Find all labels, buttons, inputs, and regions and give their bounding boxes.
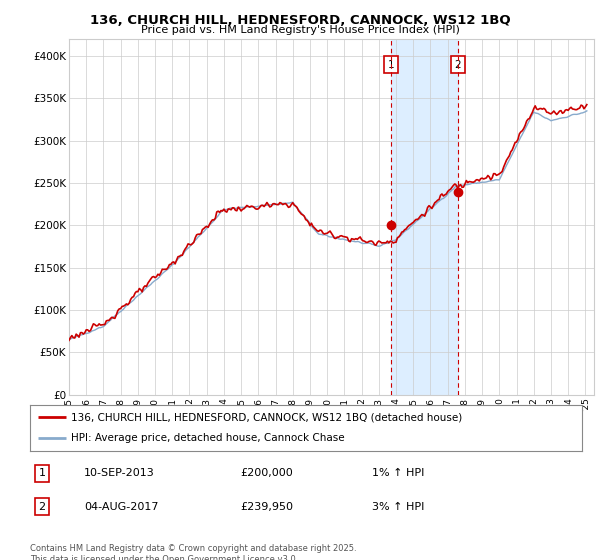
Text: 1: 1	[388, 59, 394, 69]
Text: 04-AUG-2017: 04-AUG-2017	[84, 502, 158, 512]
Text: 2: 2	[38, 502, 46, 512]
Text: 136, CHURCH HILL, HEDNESFORD, CANNOCK, WS12 1BQ: 136, CHURCH HILL, HEDNESFORD, CANNOCK, W…	[89, 14, 511, 27]
Text: 2: 2	[454, 59, 461, 69]
Text: 3% ↑ HPI: 3% ↑ HPI	[372, 502, 424, 512]
Text: 10-SEP-2013: 10-SEP-2013	[84, 468, 155, 478]
Text: Price paid vs. HM Land Registry's House Price Index (HPI): Price paid vs. HM Land Registry's House …	[140, 25, 460, 35]
Text: £200,000: £200,000	[240, 468, 293, 478]
Bar	[391, 39, 458, 395]
Text: 136, CHURCH HILL, HEDNESFORD, CANNOCK, WS12 1BQ (detached house): 136, CHURCH HILL, HEDNESFORD, CANNOCK, W…	[71, 412, 463, 422]
Text: £239,950: £239,950	[240, 502, 293, 512]
Text: 1: 1	[38, 468, 46, 478]
Text: 1% ↑ HPI: 1% ↑ HPI	[372, 468, 424, 478]
Text: HPI: Average price, detached house, Cannock Chase: HPI: Average price, detached house, Cann…	[71, 433, 345, 444]
Text: Contains HM Land Registry data © Crown copyright and database right 2025.
This d: Contains HM Land Registry data © Crown c…	[30, 544, 356, 560]
